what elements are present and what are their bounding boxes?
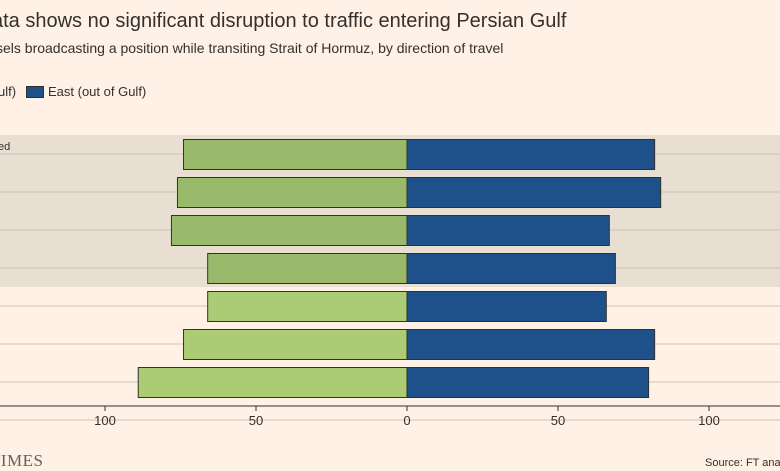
- bar-west: [207, 291, 408, 322]
- bar-west: [176, 177, 408, 208]
- bar-west: [207, 253, 408, 284]
- bar-west: [170, 215, 408, 246]
- bar-east: [406, 367, 650, 398]
- bar-west: [183, 139, 408, 170]
- bar-east: [406, 329, 656, 360]
- x-tick-label: 50: [551, 413, 565, 428]
- annotation-text-line2: .: [0, 152, 1, 164]
- legend-item-east: East (out of Gulf): [26, 84, 146, 99]
- annotation-text-line1: ed: [0, 141, 10, 153]
- x-tick-label: 100: [698, 413, 720, 428]
- x-tick-label: 100: [94, 413, 116, 428]
- x-tick-label: 0: [403, 413, 410, 428]
- bar-east: [406, 215, 610, 246]
- chart-subtitle: sels broadcasting a position while trans…: [0, 40, 504, 56]
- legend-label-east: East (out of Gulf): [48, 84, 147, 99]
- x-axis: 100 50 0 50 100: [0, 405, 780, 428]
- x-tick-label: 50: [249, 413, 263, 428]
- source-note: Source: FT ana: [705, 457, 780, 469]
- bar-east: [406, 177, 662, 208]
- legend-swatch-east: [26, 85, 44, 98]
- bar-east: [406, 253, 616, 284]
- ft-logo: TIMES: [0, 451, 44, 470]
- bar-group: [137, 139, 662, 398]
- bar-east: [406, 139, 656, 170]
- bar-west: [137, 367, 408, 398]
- bar-west: [183, 329, 408, 360]
- bar-east: [406, 291, 607, 322]
- legend-label-west: ulf): [0, 84, 17, 99]
- legend-item-west: ulf): [0, 84, 16, 99]
- chart-title: ata shows no significant disruption to t…: [0, 10, 567, 32]
